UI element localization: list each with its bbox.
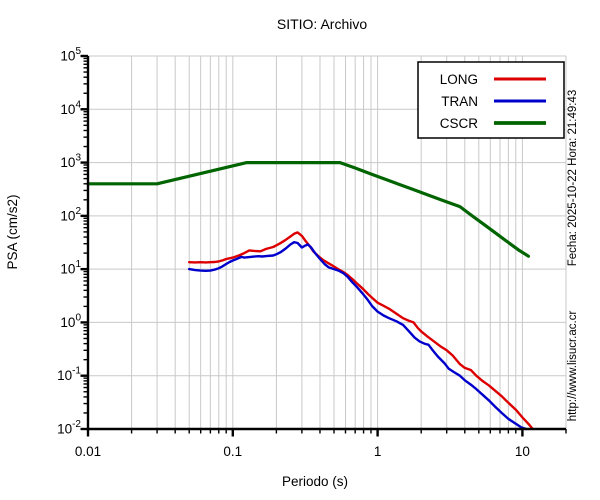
- x-tick-label: 0.1: [223, 444, 242, 459]
- legend: LONG TRAN CSCR: [417, 61, 565, 139]
- website-annotation: http://www.lisucr.ac.cr: [567, 311, 579, 422]
- y-tick-label: 105: [60, 46, 81, 64]
- series-line-long: [187, 231, 534, 431]
- legend-label-cscr: CSCR: [440, 116, 479, 131]
- y-tick-label: 10-1: [57, 366, 81, 384]
- legend-label-tran: TRAN: [441, 94, 478, 109]
- y-tick-label: 102: [60, 206, 81, 224]
- curves-layer: [86, 161, 534, 431]
- y-tick-label: 103: [60, 153, 81, 171]
- chart-title: SITIO: Archivo: [277, 16, 367, 32]
- x-tick-label: 0.01: [75, 444, 101, 459]
- x-tick-label: 1: [374, 444, 382, 459]
- x-tick-label: 10: [515, 444, 530, 459]
- axis-layer: 0.01 0.1 1 10 10-2 10-1 100 101 102 103 104 105: [57, 46, 567, 459]
- y-tick-label: 104: [60, 99, 81, 117]
- y-axis-label: PSA (cm/s2): [5, 194, 20, 269]
- y-tick-label: 101: [60, 259, 81, 277]
- legend-label-long: LONG: [440, 72, 478, 87]
- y-tick-label: 10-2: [57, 419, 81, 437]
- x-axis-label: Periodo (s): [282, 474, 348, 489]
- timestamp-annotation: Fecha: 2025-10-22 Hora: 21:49:43: [567, 90, 579, 266]
- y-tick-label: 100: [60, 312, 81, 330]
- series-line-cscr: [86, 161, 531, 258]
- series-line-tran: [187, 240, 528, 431]
